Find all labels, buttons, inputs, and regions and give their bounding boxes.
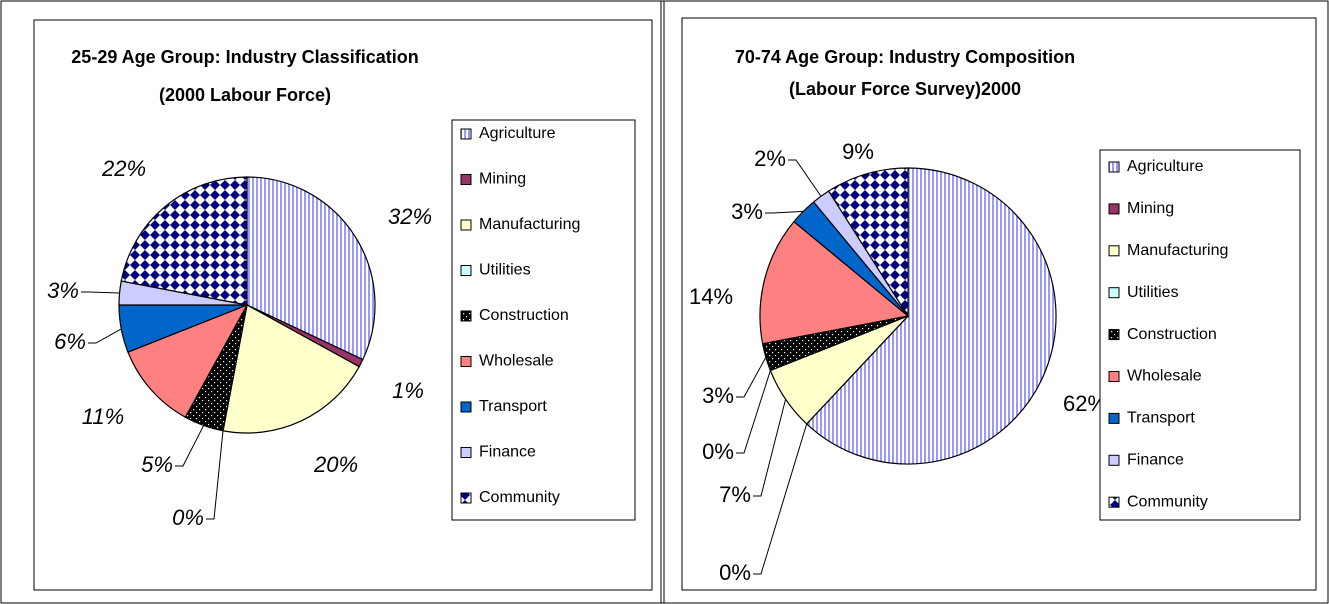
chart-title: 70-74 Age Group: Industry Composition — [735, 47, 1075, 67]
legend-label: Transport — [1127, 410, 1195, 427]
pie-slice — [759, 220, 910, 345]
legend-label: Utilities — [1127, 284, 1179, 301]
data-label: 3% — [731, 199, 763, 224]
legend-swatch — [1108, 161, 1120, 173]
legend-swatch — [460, 219, 472, 231]
legend-swatch — [1108, 203, 1120, 215]
data-label: 7% — [719, 482, 751, 507]
leader-line — [206, 430, 224, 520]
legend-swatch — [1108, 245, 1120, 257]
legend-label: Finance — [479, 444, 536, 461]
legend-label: Wholesale — [1127, 368, 1202, 385]
pie-slice — [246, 176, 376, 361]
pie-slice — [222, 304, 360, 434]
legend-swatch — [460, 310, 472, 322]
legend-swatch — [460, 447, 472, 458]
data-label: 3% — [47, 278, 79, 303]
legend-box — [1099, 149, 1301, 521]
pie-slice — [120, 176, 248, 306]
pie-slice — [805, 167, 1057, 465]
legend-swatch — [1108, 287, 1120, 299]
legend-swatch — [460, 356, 472, 367]
legend-label: Manufacturing — [1127, 242, 1228, 259]
legend-label: Mining — [479, 171, 526, 188]
leader-line — [81, 291, 120, 294]
data-label: 6% — [54, 329, 86, 354]
leader-line — [788, 159, 822, 197]
legend-swatch — [1108, 329, 1120, 341]
data-label: 0% — [702, 439, 734, 464]
chart-title: (Labour Force Survey)2000 — [789, 79, 1021, 99]
leader-line — [175, 425, 205, 467]
legend-label: Agriculture — [1127, 158, 1204, 175]
legend-label: Community — [479, 489, 560, 506]
legend-label: Utilities — [479, 262, 531, 279]
legend-box — [451, 119, 636, 521]
legend-swatch — [1108, 454, 1120, 466]
data-label: 5% — [141, 452, 173, 477]
data-label: 11% — [82, 404, 124, 429]
chart-title: 25-29 Age Group: Industry Classification — [71, 47, 418, 67]
leader-line — [753, 423, 808, 575]
data-label: 14% — [689, 284, 733, 309]
legend-swatch — [1108, 496, 1120, 508]
legend-swatch — [460, 401, 472, 413]
legend-swatch — [460, 174, 472, 185]
legend-swatch — [460, 128, 472, 140]
data-label: 9% — [842, 139, 874, 164]
leader-line — [88, 328, 122, 344]
legend-label: Community — [1127, 493, 1208, 510]
legend-swatch — [1108, 371, 1120, 382]
data-label: 32% — [388, 204, 432, 229]
legend-label: Manufacturing — [479, 216, 580, 233]
data-label: 20% — [313, 452, 358, 477]
leader-line — [753, 399, 787, 497]
leader-line — [736, 370, 771, 454]
legend-label: Transport — [479, 398, 547, 415]
data-label: 1% — [392, 378, 424, 403]
legend-label: Construction — [1127, 326, 1217, 343]
chart-title: (2000 Labour Force) — [159, 85, 331, 105]
legend-swatch — [460, 492, 472, 504]
pie-slice — [127, 303, 249, 418]
data-label: 2% — [754, 146, 786, 171]
data-label: 0% — [719, 560, 751, 585]
data-label: 0% — [172, 505, 204, 530]
legend-label: Wholesale — [479, 353, 554, 370]
legend-label: Construction — [479, 307, 569, 324]
legend-label: Mining — [1127, 200, 1174, 217]
data-label: 3% — [702, 383, 734, 408]
legend-label: Agriculture — [479, 125, 556, 142]
pie-slice — [827, 167, 909, 319]
leader-line — [765, 210, 804, 214]
leader-line — [736, 357, 767, 398]
legend-swatch — [460, 265, 472, 276]
legend-swatch — [1108, 412, 1120, 424]
legend-label: Finance — [1127, 452, 1184, 469]
data-label: 22% — [101, 156, 146, 181]
